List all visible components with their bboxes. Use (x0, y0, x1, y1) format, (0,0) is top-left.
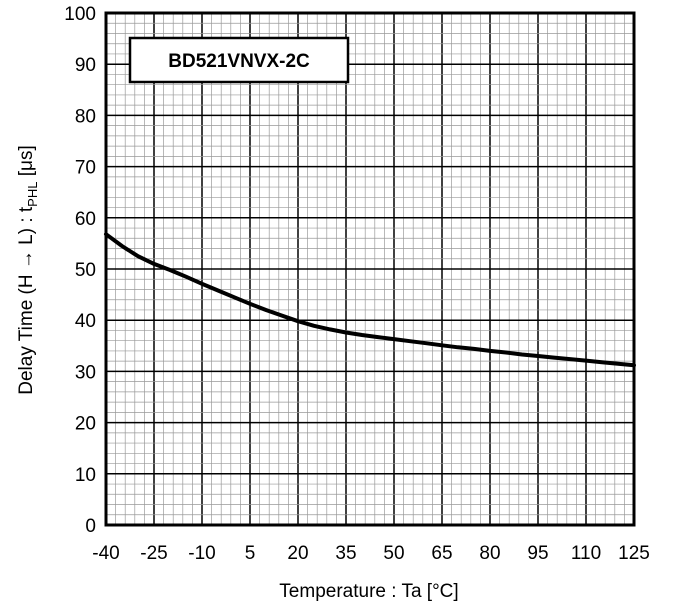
y-tick-label: 100 (64, 4, 96, 25)
y-axis-title-subscript: PHL (25, 182, 40, 207)
series-line (104, 232, 636, 368)
x-axis-title: Temperature : Ta [°C] (279, 581, 458, 602)
x-tick-labels: -40 -25 -10 5 20 35 50 65 80 95 110 125 (92, 543, 650, 564)
x-tick-label: -25 (140, 543, 167, 564)
legend-box: BD521VNVX-2C (128, 36, 350, 84)
x-tick-label: -40 (92, 543, 119, 564)
y-tick-label: 20 (75, 414, 96, 435)
legend-label: BD521VNVX-2C (168, 51, 310, 72)
y-tick-label: 60 (75, 209, 96, 230)
x-tick-label: 95 (527, 543, 548, 564)
y-tick-label: 50 (75, 260, 96, 281)
x-tick-label: -10 (188, 543, 215, 564)
x-tick-label: 35 (335, 543, 356, 564)
y-tick-label: 10 (75, 465, 96, 486)
x-tick-label: 110 (571, 543, 601, 564)
x-tick-label: 5 (245, 543, 256, 564)
grid-lines (105, 12, 635, 526)
legend-frame (128, 36, 350, 84)
y-tick-label: 90 (75, 55, 96, 76)
y-axis-title-main: Delay Time (H → L) : t (16, 206, 37, 395)
x-tick-label: 125 (618, 543, 650, 564)
y-tick-labels: 0 10 20 30 40 50 60 70 80 90 100 (64, 4, 96, 537)
y-tick-label: 70 (75, 158, 96, 179)
x-tick-label: 20 (287, 543, 308, 564)
x-tick-label: 50 (383, 543, 404, 564)
x-tick-label: 80 (479, 543, 500, 564)
plot-frame (104, 11, 636, 527)
y-tick-label: 40 (75, 311, 96, 332)
y-tick-label: 80 (75, 106, 96, 127)
y-axis-title: Delay Time (H → L) : tPHL [μs] (16, 145, 40, 395)
y-tick-label: 0 (85, 516, 96, 537)
x-tick-label: 65 (431, 543, 452, 564)
y-axis-title-unit: [μs] (16, 145, 37, 181)
y-tick-label: 30 (75, 362, 96, 383)
